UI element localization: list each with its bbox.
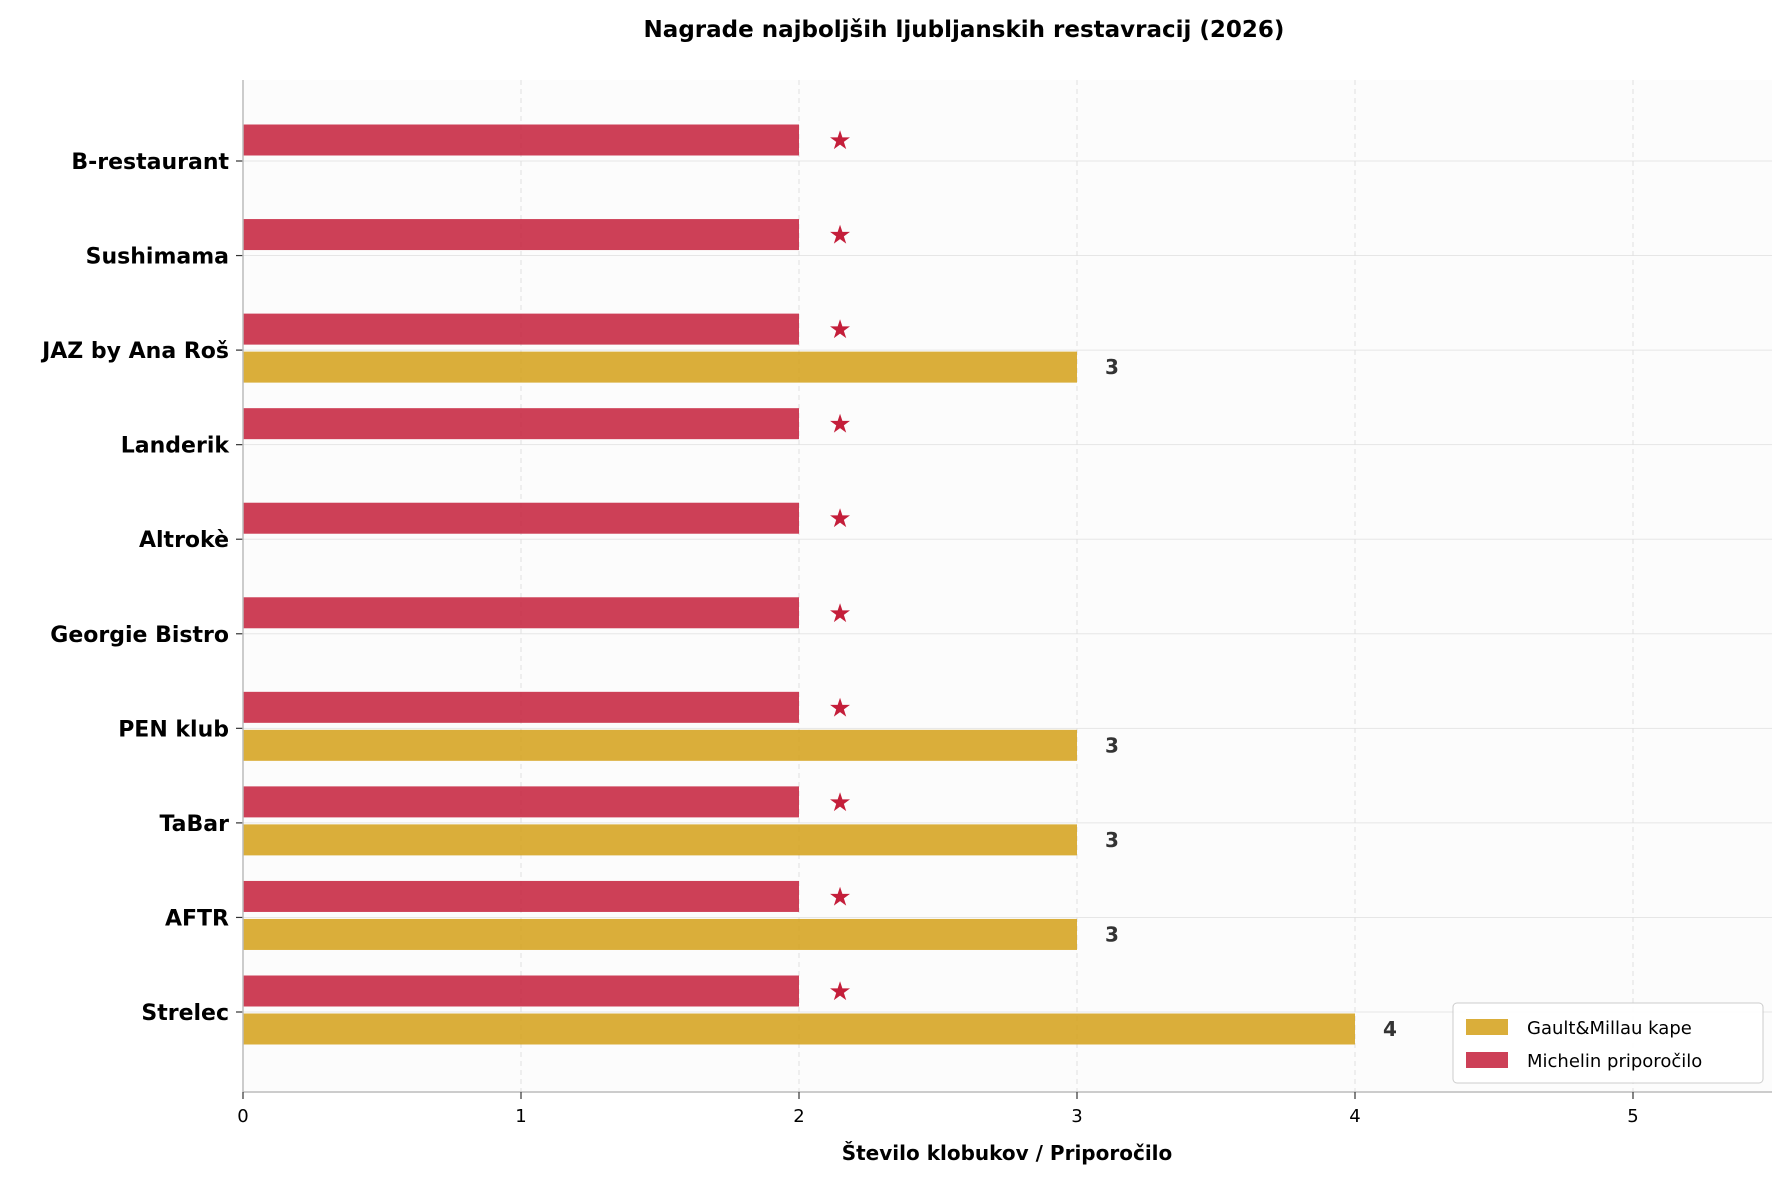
bars <box>243 124 1355 1045</box>
bar-michelin-altroke <box>243 502 799 534</box>
y-tick-label: AFTR <box>165 906 229 931</box>
axes: Strelec AFTR TaBar PEN klub Georgie Bistro Al… <box>40 80 1772 1127</box>
michelin-star-icon: ★ <box>828 315 851 345</box>
bar-michelin-jaz-by-ana-ros <box>243 313 799 345</box>
x-tick-label: 3 <box>1071 1106 1082 1127</box>
michelin-star-icon: ★ <box>828 693 851 723</box>
y-tick-label: PEN klub <box>118 717 229 742</box>
bar-michelin-tabar <box>243 786 799 818</box>
bar-michelin-landerik <box>243 408 799 440</box>
bar-gault-millau-pen-klub <box>243 729 1077 761</box>
legend-label-gault-millau: Gault&Millau kape <box>1527 1018 1692 1039</box>
bar-michelin-aftr <box>243 880 799 912</box>
data-label-gault-millau: 3 <box>1105 828 1119 852</box>
grid-lines <box>243 80 1772 1092</box>
bar-michelin-sushimama <box>243 219 799 251</box>
y-tick-label: Sushimama <box>86 245 229 270</box>
michelin-star-icon: ★ <box>828 221 851 251</box>
michelin-star-icon: ★ <box>828 599 851 629</box>
legend-swatch-michelin <box>1466 1052 1508 1068</box>
legend-label-michelin: Michelin priporočilo <box>1527 1051 1702 1072</box>
y-tick-label: B-restaurant <box>71 150 229 175</box>
chart-title: Nagrade najboljših ljubljanskih restavra… <box>644 17 1285 43</box>
legend-swatch-gault-millau <box>1466 1019 1508 1035</box>
bar-michelin-pen-klub <box>243 691 799 723</box>
bar-gault-millau-tabar <box>243 824 1077 856</box>
bar-michelin-b-restaurant <box>243 124 799 156</box>
y-tick-label: Georgie Bistro <box>50 623 229 648</box>
y-tick-label: JAZ by Ana Roš <box>40 339 229 364</box>
x-tick-label: 5 <box>1627 1106 1638 1127</box>
michelin-star-icon: ★ <box>828 410 851 440</box>
x-tick-label: 1 <box>515 1106 526 1127</box>
data-label-gault-millau: 3 <box>1105 733 1119 757</box>
bar-gault-millau-strelec <box>243 1013 1355 1045</box>
x-axis-label: Število klobukov / Priporočilo <box>842 1141 1173 1165</box>
x-tick-label: 0 <box>237 1106 248 1127</box>
legend: Gault&Millau kape Michelin priporočilo <box>1452 1002 1764 1084</box>
michelin-star-icon: ★ <box>828 504 851 534</box>
bar-gault-millau-aftr <box>243 918 1077 950</box>
michelin-star-icon: ★ <box>828 882 851 912</box>
data-label-gault-millau: 3 <box>1105 355 1119 379</box>
y-tick-label: Landerik <box>121 434 231 459</box>
x-tick-label: 4 <box>1349 1106 1360 1127</box>
legend-frame <box>1452 1002 1764 1084</box>
y-tick-label: Strelec <box>141 1001 229 1026</box>
bar-gault-millau-jaz-by-ana-ros <box>243 351 1077 383</box>
bar-michelin-strelec <box>243 975 799 1007</box>
michelin-star-icon: ★ <box>828 126 851 156</box>
bar-michelin-georgie-bistro <box>243 597 799 629</box>
data-label-gault-millau: 4 <box>1383 1017 1397 1041</box>
y-tick-label: Altrokè <box>139 528 229 553</box>
x-tick-label: 2 <box>793 1106 804 1127</box>
michelin-star-icon: ★ <box>828 977 851 1007</box>
data-label-gault-millau: 3 <box>1105 922 1119 946</box>
data-labels: ★ 4 ★ 3 ★ 3 ★ 3 ★ ★ ★ ★ 3 ★ ★ <box>828 126 1397 1041</box>
y-tick-label: TaBar <box>160 812 230 837</box>
michelin-star-icon: ★ <box>828 788 851 818</box>
